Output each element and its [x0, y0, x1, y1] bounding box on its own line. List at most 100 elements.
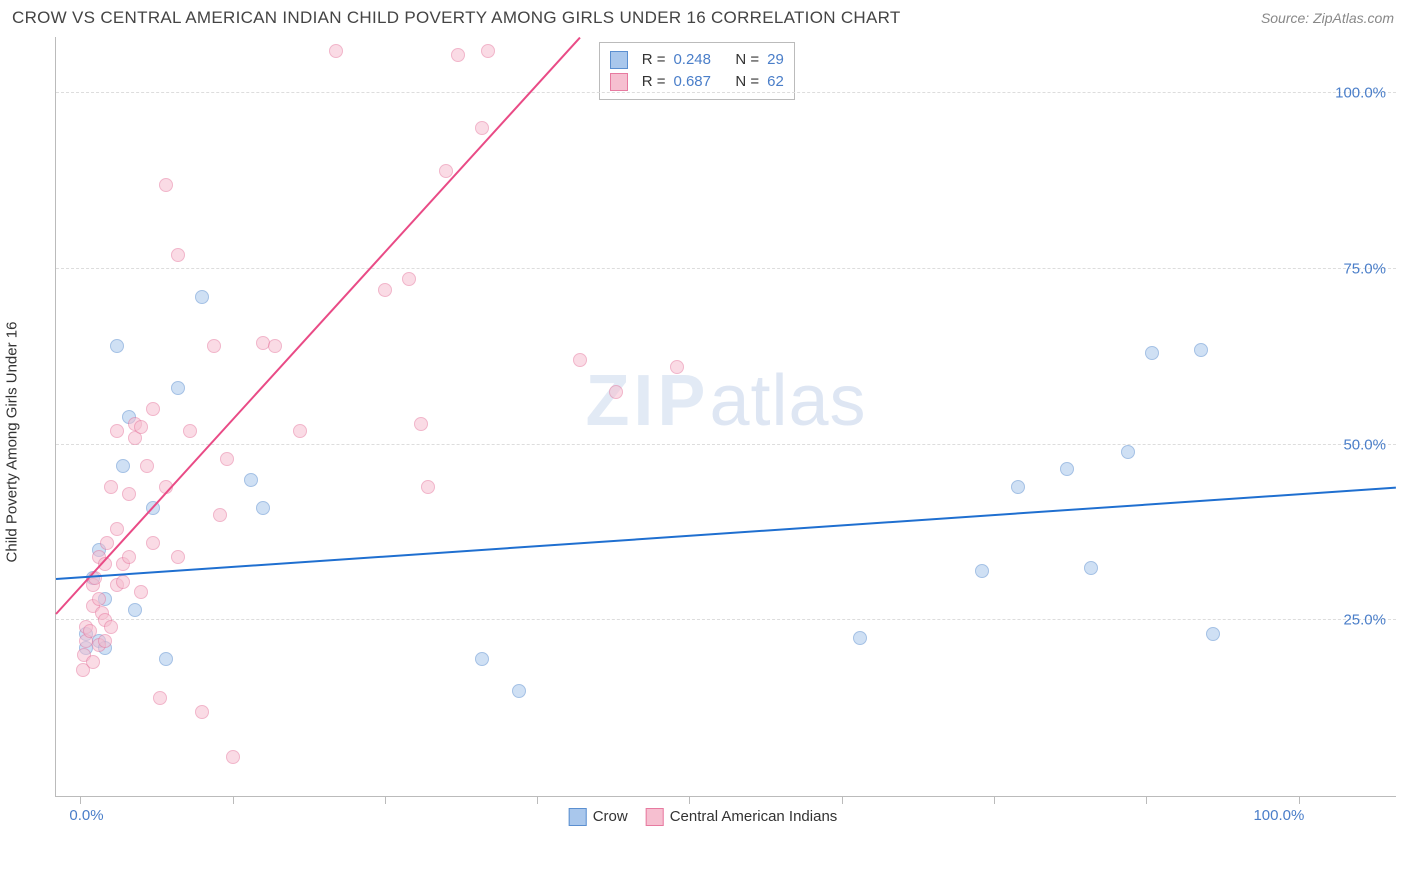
legend-item: Crow: [569, 808, 628, 826]
watermark-part1: ZIP: [585, 361, 709, 441]
data-point: [402, 272, 416, 286]
data-point: [975, 564, 989, 578]
chart-header: CROW VS CENTRAL AMERICAN INDIAN CHILD PO…: [0, 0, 1406, 32]
data-point: [104, 480, 118, 494]
watermark: ZIPatlas: [585, 360, 866, 442]
trend-line: [56, 487, 1396, 580]
source-credit: Source: ZipAtlas.com: [1261, 10, 1394, 26]
data-point: [207, 339, 221, 353]
x-tick: [842, 796, 843, 804]
x-tick: [1299, 796, 1300, 804]
data-point: [378, 283, 392, 297]
data-point: [1060, 462, 1074, 476]
stat-r-label: R =: [642, 49, 666, 71]
data-point: [1084, 561, 1098, 575]
x-tick: [689, 796, 690, 804]
data-point: [122, 487, 136, 501]
legend-label: Central American Indians: [670, 808, 838, 825]
gridline: [56, 268, 1396, 269]
data-point: [421, 480, 435, 494]
data-point: [573, 353, 587, 367]
data-point: [1121, 445, 1135, 459]
data-point: [195, 290, 209, 304]
y-tick-label: 50.0%: [1343, 436, 1386, 453]
stat-r-value: 0.687: [673, 71, 711, 93]
data-point: [171, 381, 185, 395]
stat-row: R = 0.248 N = 29: [610, 49, 784, 71]
data-point: [110, 522, 124, 536]
data-point: [1206, 627, 1220, 641]
data-point: [475, 121, 489, 135]
x-tick-label-max: 100.0%: [1253, 807, 1304, 824]
data-point: [116, 575, 130, 589]
data-point: [159, 178, 173, 192]
stat-swatch: [610, 73, 628, 91]
stat-row: R = 0.687 N = 62: [610, 71, 784, 93]
stat-n-label: N =: [735, 49, 759, 71]
x-tick: [537, 796, 538, 804]
data-point: [414, 417, 428, 431]
data-point: [853, 631, 867, 645]
y-tick-label: 100.0%: [1335, 85, 1386, 102]
data-point: [116, 459, 130, 473]
data-point: [104, 620, 118, 634]
x-tick: [994, 796, 995, 804]
stat-n-value: 62: [767, 71, 784, 93]
data-point: [159, 652, 173, 666]
data-point: [98, 634, 112, 648]
gridline: [56, 444, 1396, 445]
x-tick-label-min: 0.0%: [69, 807, 103, 824]
data-point: [451, 48, 465, 62]
stat-r-label: R =: [642, 71, 666, 93]
data-point: [140, 459, 154, 473]
data-point: [146, 402, 160, 416]
y-tick-label: 75.0%: [1343, 260, 1386, 277]
gridline: [56, 619, 1396, 620]
data-point: [171, 550, 185, 564]
y-axis-label: Child Poverty Among Girls Under 16: [4, 322, 21, 563]
data-point: [122, 550, 136, 564]
data-point: [256, 501, 270, 515]
data-point: [83, 624, 97, 638]
chart-legend: Crow Central American Indians: [569, 808, 838, 826]
gridline: [56, 92, 1396, 93]
data-point: [86, 655, 100, 669]
data-point: [670, 360, 684, 374]
data-point: [153, 691, 167, 705]
stat-r-value: 0.248: [673, 49, 711, 71]
data-point: [110, 339, 124, 353]
data-point: [1011, 480, 1025, 494]
x-tick: [80, 796, 81, 804]
data-point: [329, 44, 343, 58]
trend-line: [55, 37, 580, 615]
data-point: [134, 420, 148, 434]
data-point: [475, 652, 489, 666]
data-point: [195, 705, 209, 719]
watermark-part2: atlas: [709, 361, 866, 441]
stat-n-value: 29: [767, 49, 784, 71]
source-label: Source:: [1261, 10, 1309, 26]
x-tick: [233, 796, 234, 804]
data-point: [100, 536, 114, 550]
data-point: [481, 44, 495, 58]
data-point: [146, 536, 160, 550]
legend-label: Crow: [593, 808, 628, 825]
chart-area: Child Poverty Among Girls Under 16 ZIPat…: [0, 32, 1406, 852]
data-point: [134, 585, 148, 599]
y-tick-label: 25.0%: [1343, 612, 1386, 629]
data-point: [183, 424, 197, 438]
data-point: [171, 248, 185, 262]
data-point: [226, 750, 240, 764]
data-point: [439, 164, 453, 178]
data-point: [213, 508, 227, 522]
x-tick: [385, 796, 386, 804]
stat-n-label: N =: [735, 71, 759, 93]
chart-title: CROW VS CENTRAL AMERICAN INDIAN CHILD PO…: [12, 8, 901, 28]
data-point: [220, 452, 234, 466]
legend-swatch: [569, 808, 587, 826]
data-point: [110, 424, 124, 438]
legend-swatch: [646, 808, 664, 826]
legend-item: Central American Indians: [646, 808, 838, 826]
data-point: [244, 473, 258, 487]
data-point: [92, 592, 106, 606]
